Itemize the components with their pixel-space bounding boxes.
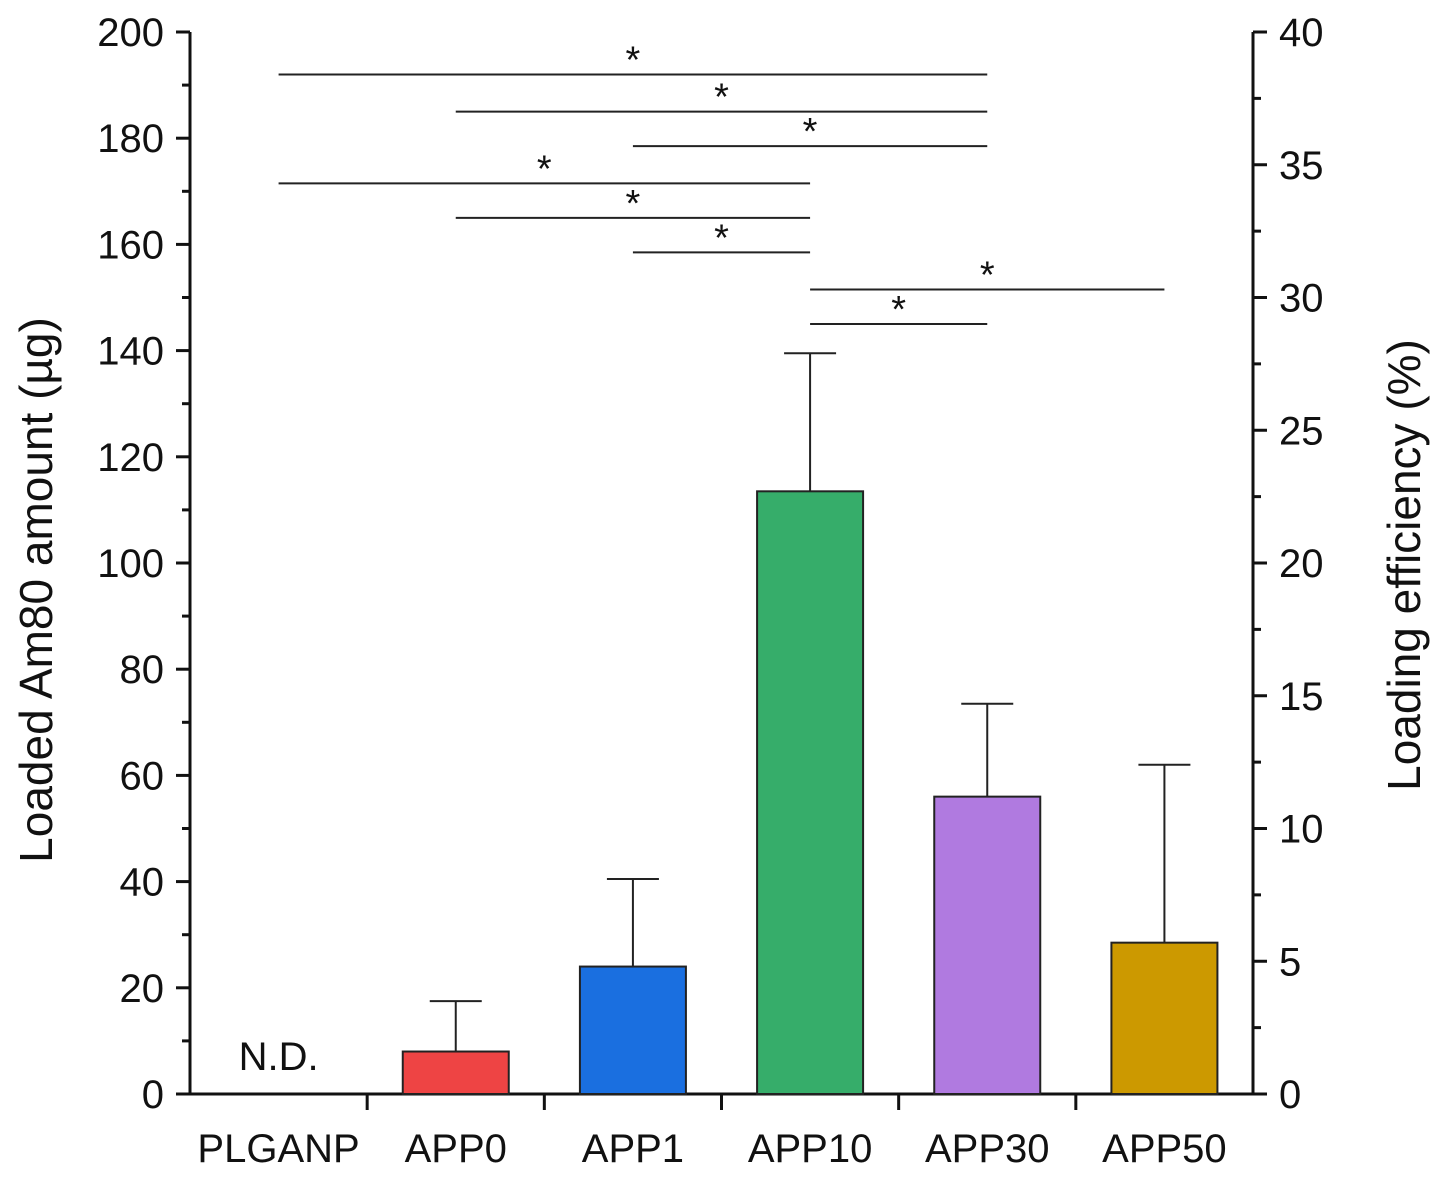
y-tick-label-right: 30: [1279, 277, 1324, 321]
y-tick-label-right: 35: [1279, 144, 1324, 188]
y-tick-label-right: 15: [1279, 675, 1324, 719]
significance-star: *: [980, 255, 995, 297]
error-bars-group: [429, 352, 1191, 1052]
y-axis-title-right: Loading efficiency (%): [1378, 339, 1430, 791]
y-tick-label-right: 40: [1279, 11, 1324, 55]
y-tick-label-left: 160: [97, 223, 164, 267]
x-tick-label: APP50: [1102, 1127, 1227, 1171]
x-tick-label: APP10: [748, 1127, 873, 1171]
bar-app1: [578, 965, 687, 1095]
bar-app30: [933, 795, 1042, 1095]
significance-star: *: [891, 289, 906, 331]
y-tick-label-right: 20: [1279, 542, 1324, 586]
x-tick-label: APP30: [925, 1127, 1050, 1171]
x-tick-label: APP1: [582, 1127, 684, 1171]
nd-annotation: N.D.: [239, 1035, 319, 1079]
y-tick-label-right: 0: [1279, 1073, 1301, 1117]
significance-star: *: [626, 183, 641, 225]
significance-star: *: [714, 217, 729, 259]
ticks-group: 0 20 40 60 80 100 120 140 160 180 200 0 5 10 15 20 25 30 3…: [97, 11, 1323, 1171]
y-tick-label-left: 120: [97, 436, 164, 480]
bars-group: [401, 490, 1219, 1096]
plot-frame: [188, 32, 1255, 1096]
bar-app50: [1110, 941, 1219, 1095]
bar-app0: [401, 1050, 510, 1096]
significance-star: *: [803, 111, 818, 153]
y-tick-label-left: 100: [97, 542, 164, 586]
significance-star: *: [626, 39, 641, 81]
x-tick-label: PLGANP: [197, 1127, 359, 1171]
y-tick-label-right: 25: [1279, 409, 1324, 453]
y-tick-label-right: 10: [1279, 808, 1324, 852]
y-tick-label-left: 0: [142, 1073, 164, 1117]
y-tick-label-left: 200: [97, 11, 164, 55]
y-tick-label-left: 20: [120, 967, 165, 1011]
significance-star: *: [537, 148, 552, 190]
y-tick-label-left: 40: [120, 861, 165, 905]
y-tick-label-left: 80: [120, 648, 165, 692]
significance-group: N.D. * * * * * * * *: [239, 39, 1165, 1079]
x-tick-label: APP0: [405, 1127, 507, 1171]
significance-star: *: [714, 77, 729, 119]
y-tick-label-left: 180: [97, 117, 164, 161]
bar-app10: [756, 490, 865, 1095]
y-axis-title-left: Loaded Am80 amount (µg): [10, 317, 62, 863]
y-tick-label-left: 60: [120, 754, 165, 798]
y-tick-label-left: 140: [97, 330, 164, 374]
y-tick-label-right: 5: [1279, 940, 1301, 984]
